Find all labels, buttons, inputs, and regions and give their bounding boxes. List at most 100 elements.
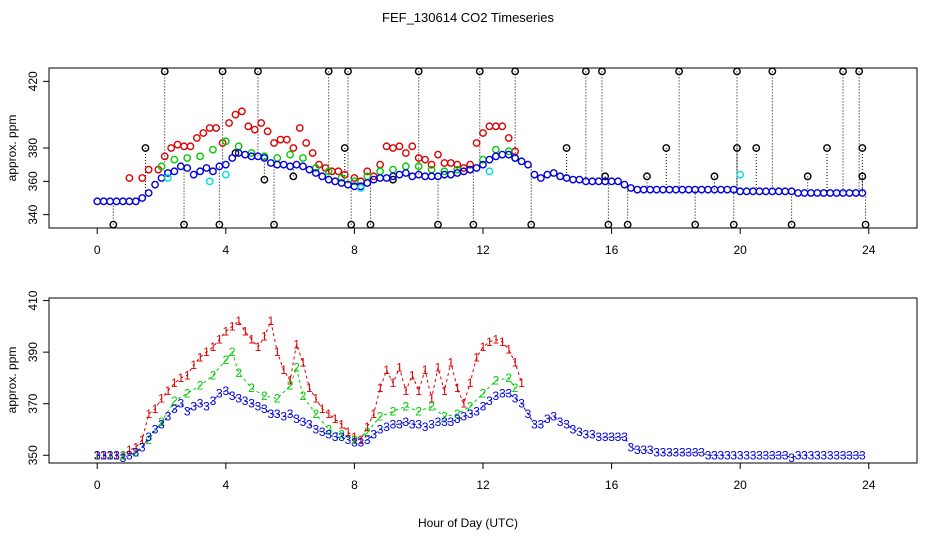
top-point-green — [440, 167, 449, 176]
bottom-point-1: 1 — [222, 325, 229, 339]
top-point-black — [180, 220, 188, 229]
top-x-tick-label: 20 — [734, 243, 748, 257]
bottom-point-3: 3 — [177, 397, 184, 411]
top-panel: approx. ppm 0 4 8 12 16 20 24 340 360 380 420 — [5, 67, 918, 257]
bottom-point-3: 3 — [512, 392, 519, 406]
top-point-blue — [530, 170, 539, 179]
bottom-point-3: 3 — [274, 407, 281, 421]
bottom-point-2: 2 — [210, 368, 217, 382]
bottom-point-1: 1 — [480, 340, 487, 354]
top-point-blue — [543, 170, 552, 179]
bottom-point-1: 1 — [261, 330, 268, 344]
top-point-red — [173, 140, 182, 149]
top-point-blue — [176, 162, 185, 171]
top-point-red — [498, 122, 507, 131]
top-point-red — [144, 165, 153, 174]
top-point-blue — [575, 175, 584, 184]
top-point-blue — [524, 160, 532, 169]
top-point-black — [511, 67, 520, 76]
top-point-black — [344, 67, 352, 76]
top-point-black — [215, 220, 224, 229]
top-point-red — [308, 149, 317, 157]
top-point-black — [604, 220, 613, 229]
top-point-black — [260, 175, 269, 184]
bottom-point-3: 3 — [647, 443, 654, 457]
bottom-point-1: 1 — [351, 430, 358, 444]
top-point-black — [733, 144, 741, 152]
top-point-cyan — [356, 184, 365, 192]
top-point-black — [803, 172, 812, 181]
top-point-red — [350, 174, 359, 182]
bottom-point-3: 3 — [203, 399, 210, 413]
bottom-point-1: 1 — [454, 381, 461, 395]
top-point-blue — [517, 157, 526, 166]
top-point-red — [401, 149, 410, 157]
bottom-point-3: 3 — [583, 428, 590, 442]
top-point-black — [861, 220, 870, 229]
bottom-point-1: 1 — [493, 332, 500, 346]
top-point-black — [675, 67, 684, 76]
top-point-black — [562, 144, 571, 152]
top-point-cyan — [485, 167, 494, 176]
top-point-blue — [742, 187, 751, 196]
bottom-point-1: 1 — [312, 392, 319, 406]
top-point-red — [212, 124, 221, 132]
bottom-point-2: 2 — [120, 448, 127, 462]
bottom-point-3: 3 — [750, 448, 757, 462]
top-point-blue — [716, 185, 725, 194]
bottom-point-3: 3 — [685, 446, 692, 460]
top-point-blue — [498, 150, 507, 159]
bottom-point-1: 1 — [345, 425, 352, 439]
bottom-point-3: 3 — [782, 448, 789, 462]
bottom-point-1: 1 — [190, 358, 197, 372]
top-point-blue — [807, 189, 815, 197]
top-point-black — [141, 144, 150, 152]
bottom-point-2: 2 — [171, 394, 178, 408]
top-point-black — [752, 144, 761, 152]
top-point-red — [289, 144, 298, 152]
bottom-point-3: 3 — [255, 399, 262, 413]
bottom-point-1: 1 — [435, 361, 442, 375]
bottom-point-1: 1 — [255, 340, 262, 354]
bottom-point-1: 1 — [293, 337, 300, 351]
bottom-point-3: 3 — [679, 446, 686, 460]
x-axis-label: Hour of Day (UTC) — [418, 516, 518, 530]
bottom-point-3: 3 — [769, 448, 776, 462]
top-y-tick-label: 360 — [26, 171, 40, 191]
bottom-point-2: 2 — [248, 381, 255, 395]
bottom-point-3: 3 — [422, 420, 429, 434]
bottom-point-3: 3 — [775, 448, 782, 462]
bottom-point-1: 1 — [165, 384, 172, 398]
top-point-red — [186, 142, 195, 151]
top-point-black — [469, 220, 478, 229]
top-point-red — [479, 129, 487, 137]
bottom-point-3: 3 — [454, 412, 461, 426]
top-point-red — [491, 122, 500, 131]
top-point-green — [299, 154, 307, 162]
top-x-tick-label: 8 — [351, 243, 358, 257]
bottom-point-3: 3 — [441, 415, 448, 429]
top-point-blue — [536, 174, 545, 182]
bottom-point-2: 2 — [287, 379, 294, 393]
bottom-point-3: 3 — [711, 448, 718, 462]
bottom-point-3: 3 — [698, 446, 705, 460]
top-point-green — [337, 174, 346, 182]
bottom-point-1: 1 — [396, 361, 403, 375]
bottom-point-3: 3 — [357, 435, 364, 449]
top-x-tick-label: 0 — [94, 243, 101, 257]
bottom-point-3: 3 — [589, 428, 596, 442]
top-point-black — [218, 67, 227, 76]
bottom-point-3: 3 — [467, 407, 474, 421]
bottom-point-3: 3 — [312, 422, 319, 436]
bottom-point-3: 3 — [306, 417, 313, 431]
bottom-point-1: 1 — [210, 340, 217, 354]
bottom-point-1: 1 — [428, 392, 435, 406]
top-point-blue — [569, 175, 577, 184]
top-point-cyan — [221, 170, 230, 179]
bottom-point-3: 3 — [660, 446, 667, 460]
top-point-blue — [408, 172, 417, 181]
top-point-blue — [607, 177, 616, 186]
